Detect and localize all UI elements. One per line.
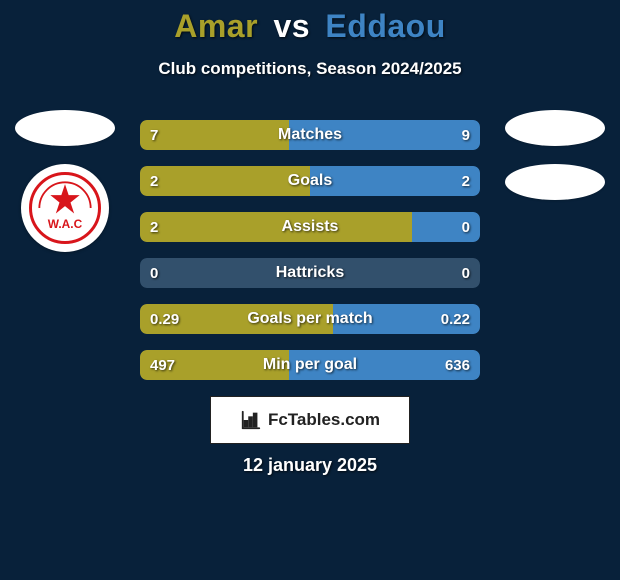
stat-bar-left <box>140 212 412 242</box>
stat-row: 79Matches <box>140 120 480 150</box>
stat-bar-left <box>140 166 310 196</box>
svg-text:W.A.C: W.A.C <box>48 217 83 231</box>
vs-text: vs <box>273 8 310 44</box>
player1-flag-placeholder <box>15 110 115 146</box>
stat-row: 00Hattricks <box>140 258 480 288</box>
brand-text: FcTables.com <box>268 410 380 430</box>
stat-bar-left <box>140 304 333 334</box>
brand-box[interactable]: FcTables.com <box>210 396 410 444</box>
stat-bar-right <box>333 304 480 334</box>
stat-row: 497636Min per goal <box>140 350 480 380</box>
stat-row: 0.290.22Goals per match <box>140 304 480 334</box>
player2-flag-placeholder <box>505 110 605 146</box>
stat-bar-right <box>289 350 480 380</box>
stat-bar-right <box>310 166 480 196</box>
stat-row: 20Assists <box>140 212 480 242</box>
title: Amar vs Eddaou <box>0 0 620 45</box>
comparison-card: Amar vs Eddaou Club competitions, Season… <box>0 0 620 580</box>
player2-club-placeholder <box>505 164 605 200</box>
left-column: W.A.C <box>10 110 120 252</box>
stat-track <box>140 258 480 288</box>
subtitle: Club competitions, Season 2024/2025 <box>0 59 620 79</box>
player2-name: Eddaou <box>325 8 445 44</box>
stat-bar-right <box>412 212 480 242</box>
stat-bar-left <box>140 350 289 380</box>
club-badge-icon: W.A.C <box>29 172 101 244</box>
chart-icon <box>240 409 262 431</box>
player1-club-badge: W.A.C <box>21 164 109 252</box>
date-text: 12 january 2025 <box>0 455 620 476</box>
stat-bar-left <box>140 120 289 150</box>
stat-bars: 79Matches 22Goals 20Assists 00Hattricks 0.29… <box>140 120 480 396</box>
stat-row: 22Goals <box>140 166 480 196</box>
player1-name: Amar <box>174 8 258 44</box>
stat-bar-right <box>289 120 480 150</box>
right-column <box>500 110 610 218</box>
